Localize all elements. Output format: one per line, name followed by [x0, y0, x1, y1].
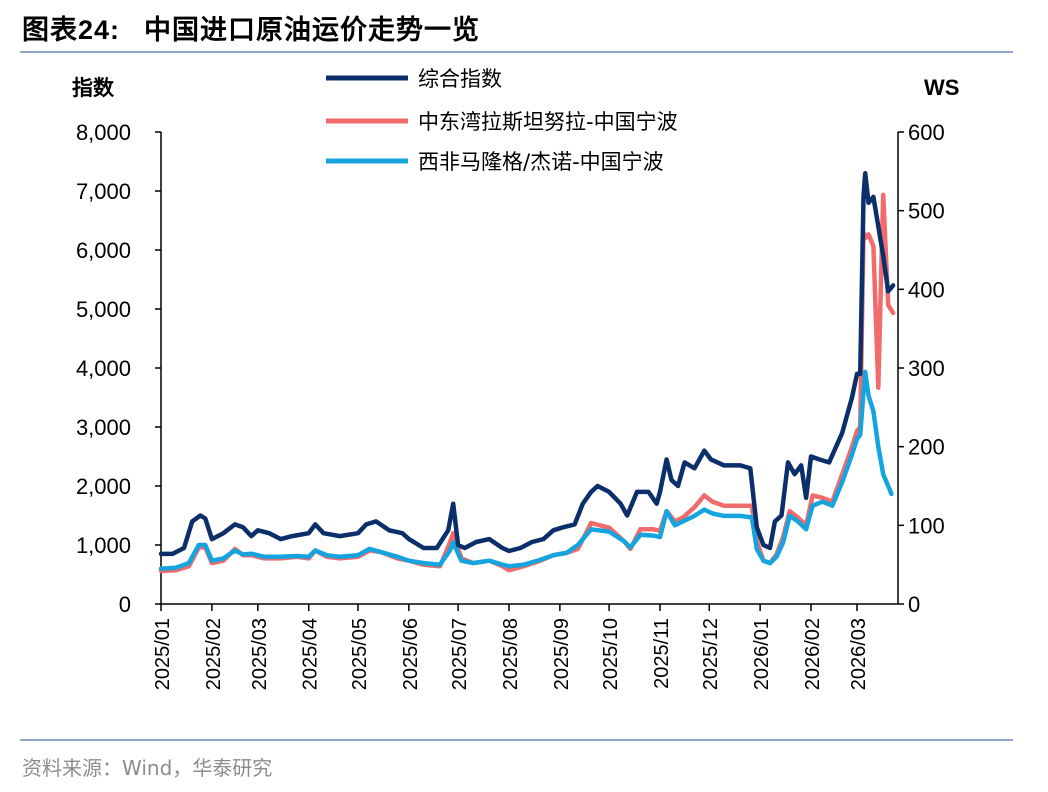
- x-tick-label: 2025/09: [551, 618, 573, 690]
- right-tick-label: 0: [908, 592, 920, 617]
- left-tick-label: 3,000: [76, 415, 131, 440]
- x-tick-label: 2025/03: [249, 618, 271, 690]
- x-tick-label: 2025/07: [449, 618, 471, 690]
- x-tick-label: 2025/10: [600, 618, 622, 690]
- left-tick-label: 6,000: [76, 238, 131, 263]
- legend-label-0: 综合指数: [418, 67, 502, 91]
- figure-title-number: 24:: [78, 15, 121, 45]
- right-tick-label: 400: [908, 277, 945, 302]
- right-axis-label: WS: [924, 75, 959, 100]
- x-tick-label: 2025/06: [400, 618, 422, 690]
- x-tick-label: 2026/03: [848, 618, 870, 690]
- x-tick-label: 2025/11: [651, 618, 673, 689]
- left-tick-label: 1,000: [76, 533, 131, 558]
- series-lines: [158, 171, 896, 574]
- legend-label-1: 中东湾拉斯坦努拉-中国宁波: [418, 110, 678, 134]
- left-axis-label: 指数: [72, 76, 115, 100]
- figure-title-text: 中国进口原油运价走势一览: [144, 15, 481, 46]
- x-tick-label: 2025/01: [152, 618, 174, 690]
- figure-title: 图表24: 中国进口原油运价走势一览: [22, 8, 480, 47]
- series-line-0: [158, 171, 896, 557]
- series-line-2: [158, 369, 894, 571]
- x-tick-label: 2026/02: [802, 618, 824, 690]
- x-tick-label: 2025/05: [349, 618, 371, 690]
- right-tick-label: 300: [908, 356, 945, 381]
- x-tick-label: 2025/02: [203, 618, 225, 690]
- left-tick-label: 7,000: [76, 179, 131, 204]
- right-tick-label: 100: [908, 513, 945, 538]
- right-tick-label: 200: [908, 435, 945, 460]
- x-tick-label: 2025/08: [500, 618, 522, 690]
- source-note: 资料来源：Wind，华泰研究: [22, 756, 273, 780]
- x-tick-label: 2025/12: [700, 618, 722, 690]
- left-tick-label: 0: [119, 592, 131, 617]
- x-tick-label: 2026/01: [751, 618, 773, 690]
- x-tick-label: 2025/04: [300, 618, 322, 690]
- legend-label-2: 西非马隆格/杰诺-中国宁波: [418, 150, 664, 174]
- footer-divider: [20, 739, 1013, 741]
- right-tick-label: 600: [908, 120, 945, 145]
- left-tick-label: 5,000: [76, 297, 131, 322]
- figure-title-prefix: 图表: [22, 15, 78, 46]
- left-tick-label: 4,000: [76, 356, 131, 381]
- axes: 0 1,000 2,000 3,000 4,000 5,000 6,000 7,000 8,00…: [76, 120, 945, 690]
- left-tick-label: 2,000: [76, 474, 131, 499]
- right-tick-label: 500: [908, 199, 945, 224]
- title-divider: [20, 51, 1013, 53]
- left-tick-label: 8,000: [76, 120, 131, 145]
